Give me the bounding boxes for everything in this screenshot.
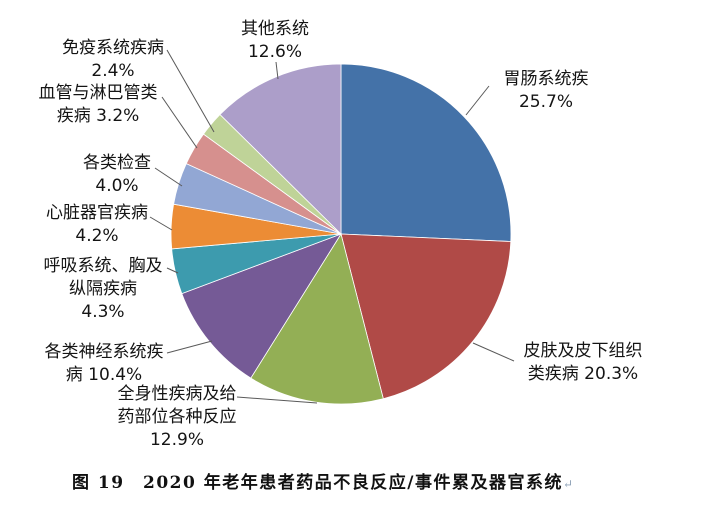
leader-line-immune (166, 49, 215, 133)
slice-label-gastrointestinal: 胃肠系统疾 25.7% (503, 69, 589, 112)
leader-line-nervous (166, 340, 213, 354)
slice-label-vascular: 血管与淋巴管类 疾病 3.2% (38, 83, 158, 126)
paragraph-mark: ↵ (562, 477, 574, 491)
slice-label-skin: 皮肤及皮下组织 类疾病 20.3% (523, 341, 643, 384)
slice-label-cardiac: 心脏器官疾病 4.2% (46, 203, 148, 246)
slice-label-examinations: 各类检查 4.0% (83, 153, 151, 196)
leader-line-cardiac (149, 216, 173, 231)
slice-label-systemic: 全身性疾病及给 药部位各种反应 12.9% (117, 384, 237, 450)
figure-caption: 图 19 2020 年老年患者药品不良反应/事件累及器官系统↵ (0, 468, 645, 493)
leader-line-skin (472, 342, 515, 362)
leader-line-other (275, 61, 279, 80)
leader-lines (149, 49, 515, 404)
pie-slice-3 (250, 232, 384, 405)
pie-chart (149, 49, 515, 405)
leader-line-gastro (465, 85, 490, 116)
leader-line-systemic (236, 396, 318, 404)
slice-label-nervous: 各类神经系统疾 病 10.4% (44, 342, 164, 385)
pie-slice-2 (340, 233, 512, 400)
leader-line-respiratory (166, 267, 179, 274)
pie-slice-10 (219, 63, 342, 235)
leader-line-vascular (161, 96, 198, 149)
leader-line-exams (154, 167, 183, 187)
pie-slices (170, 63, 512, 405)
pie-slice-1 (340, 63, 512, 242)
figure-caption-text: 图 19 2020 年老年患者药品不良反应/事件累及器官系统 (71, 473, 563, 493)
slice-label-respiratory: 呼吸系统、胸及 纵隔疾病 4.3% (43, 256, 163, 322)
slice-label-other: 其他系统 12.6% (241, 19, 309, 62)
slice-label-immune: 免疫系统疾病 2.4% (62, 38, 164, 81)
